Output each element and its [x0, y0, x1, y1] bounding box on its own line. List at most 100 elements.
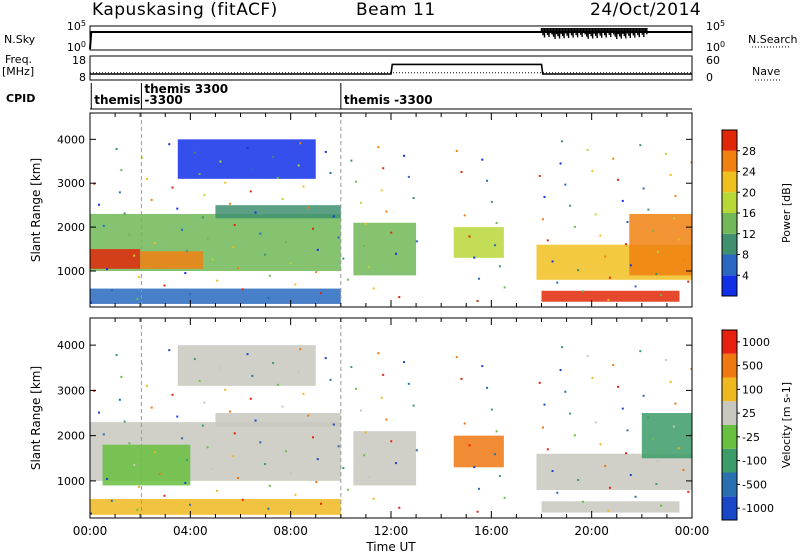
velocity-point — [189, 503, 192, 506]
power-point — [660, 294, 663, 297]
power-point — [385, 210, 388, 213]
velocity-point — [591, 376, 594, 379]
power-point — [639, 144, 642, 147]
velocity-point — [171, 393, 174, 396]
velocity-point — [359, 409, 362, 412]
power-point — [359, 201, 362, 204]
velocity-point — [559, 369, 562, 372]
power-point — [324, 150, 327, 153]
power-point — [264, 253, 267, 256]
velocity-point — [656, 460, 659, 463]
power-point — [181, 228, 184, 231]
power-region — [353, 222, 417, 276]
velocity-point — [367, 476, 370, 479]
velocity-point — [561, 346, 564, 349]
velocity-point — [128, 442, 131, 445]
nave-tick-bottom: 0 — [706, 71, 713, 84]
power-region — [90, 249, 141, 269]
x-tick-label: 00:00 — [73, 524, 108, 538]
velocity-point — [259, 441, 262, 444]
velocity-point — [219, 367, 222, 370]
power-point — [294, 283, 297, 286]
power-point — [626, 221, 629, 224]
power-point — [503, 286, 506, 289]
velocity-point — [476, 510, 479, 513]
velocity-point — [556, 491, 559, 494]
power-point — [216, 279, 219, 282]
velocity-point — [546, 448, 549, 451]
velocity-point — [490, 408, 493, 411]
power-point — [284, 241, 287, 244]
power-point — [120, 169, 123, 172]
cpid-label: CPID — [6, 92, 36, 105]
nsearch-tick-top: 105 — [706, 19, 725, 33]
velocity-point — [642, 394, 645, 397]
power-point — [206, 237, 209, 240]
velocity-point — [276, 383, 279, 386]
power-point — [307, 206, 310, 209]
velocity-colorbar-label: 1000 — [742, 336, 770, 349]
velocity-point — [577, 478, 580, 481]
power-point — [329, 172, 332, 175]
freq-line — [90, 63, 692, 75]
velocity-point — [569, 412, 572, 415]
velocity-point — [385, 418, 388, 421]
velocity-colorbar-title: Velocity [m s-1] — [780, 382, 793, 468]
cpid-label-3: -3300 — [144, 93, 182, 107]
x-tick-label: 12:00 — [374, 524, 409, 538]
power-point — [137, 275, 140, 278]
nave-tick-top: 60 — [706, 54, 720, 67]
velocity-point — [372, 497, 375, 500]
velocity-point — [599, 443, 602, 446]
velocity-point — [342, 467, 345, 470]
power-point — [176, 207, 179, 210]
velocity-point — [102, 433, 105, 436]
page-title: Kapuskasing (fitACF) — [92, 0, 278, 20]
nsearch-tick-bottom: 100 — [706, 40, 725, 54]
power-region — [215, 205, 341, 219]
velocity-colorbar-label: -25 — [742, 431, 760, 444]
velocity-ytick-label: 3000 — [57, 384, 85, 397]
velocity-point — [639, 350, 642, 353]
power-point — [573, 225, 576, 228]
power-point — [268, 274, 271, 277]
velocity-ylabel: Slant Range [km] — [29, 366, 43, 470]
nsky-label: N.Sky — [4, 33, 36, 46]
power-point — [320, 292, 323, 295]
power-point — [102, 224, 105, 227]
power-region — [140, 251, 203, 269]
power-point — [233, 223, 236, 226]
power-colorbar-label: 4 — [742, 269, 749, 282]
power-point — [145, 177, 148, 180]
power-point — [228, 202, 231, 205]
velocity-colorbar-cell — [722, 496, 737, 520]
velocity-point — [241, 498, 244, 501]
power-point — [299, 142, 302, 145]
velocity-point — [251, 374, 254, 377]
velocity-point — [297, 371, 300, 374]
power-point — [367, 266, 370, 269]
power-point — [455, 149, 458, 152]
power-point — [98, 203, 101, 206]
velocity-point — [495, 430, 498, 433]
power-point — [198, 172, 201, 175]
velocity-point — [604, 465, 607, 468]
power-point — [201, 216, 204, 219]
velocity-point — [481, 365, 484, 368]
power-point — [302, 185, 305, 188]
power-point — [163, 284, 166, 287]
velocity-region — [90, 498, 341, 515]
power-colorbar-cell — [722, 213, 737, 234]
velocity-region — [536, 453, 692, 490]
nsearch-line — [540, 28, 648, 39]
power-point — [664, 152, 667, 155]
nsky-tick-bottom: 100 — [67, 40, 86, 54]
power-point — [621, 199, 624, 202]
power-colorbar-cell — [722, 171, 737, 193]
power-point — [677, 238, 680, 241]
velocity-point — [542, 426, 545, 429]
power-point — [236, 267, 239, 270]
freq-panel-frame — [89, 55, 693, 81]
power-point — [543, 196, 546, 199]
velocity-point — [687, 490, 690, 493]
